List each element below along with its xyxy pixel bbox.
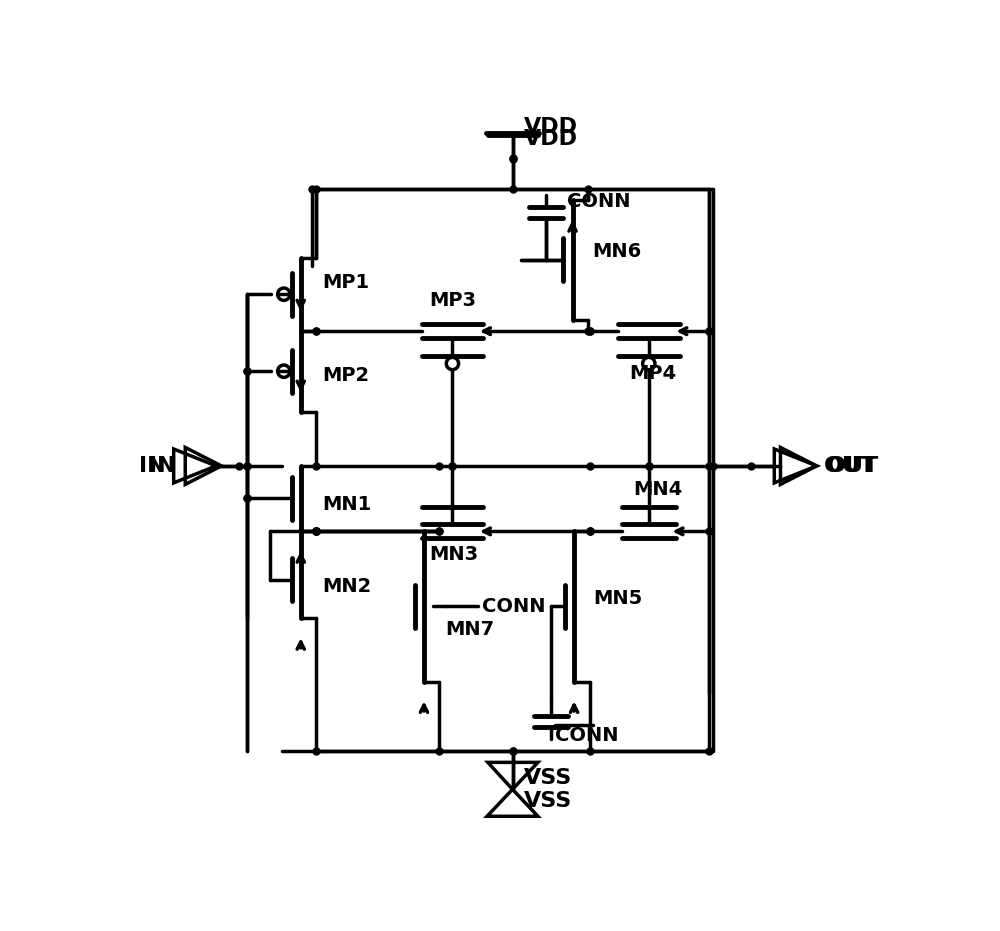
Text: MP3: MP3 (429, 290, 476, 310)
Text: OUT: OUT (827, 456, 879, 476)
Text: IN: IN (139, 456, 166, 476)
Text: VDD: VDD (524, 128, 578, 149)
Text: OUT: OUT (824, 456, 877, 476)
Text: MN3: MN3 (429, 545, 478, 564)
Text: VDD: VDD (524, 117, 578, 137)
Text: MN6: MN6 (592, 242, 641, 262)
Text: MP1: MP1 (322, 273, 369, 292)
Text: CONN: CONN (482, 597, 545, 615)
Text: MN7: MN7 (446, 620, 495, 639)
Text: CONN: CONN (555, 726, 618, 745)
Text: MP4: MP4 (630, 364, 677, 383)
Text: VSS: VSS (524, 790, 572, 811)
Text: IN: IN (149, 456, 175, 476)
Text: MN4: MN4 (633, 479, 683, 498)
Text: MN1: MN1 (322, 495, 372, 514)
Text: MP2: MP2 (322, 366, 369, 385)
Text: CONN: CONN (567, 192, 631, 210)
Text: VSS: VSS (524, 768, 572, 788)
Text: MN2: MN2 (322, 576, 372, 596)
Text: MN5: MN5 (593, 589, 643, 608)
